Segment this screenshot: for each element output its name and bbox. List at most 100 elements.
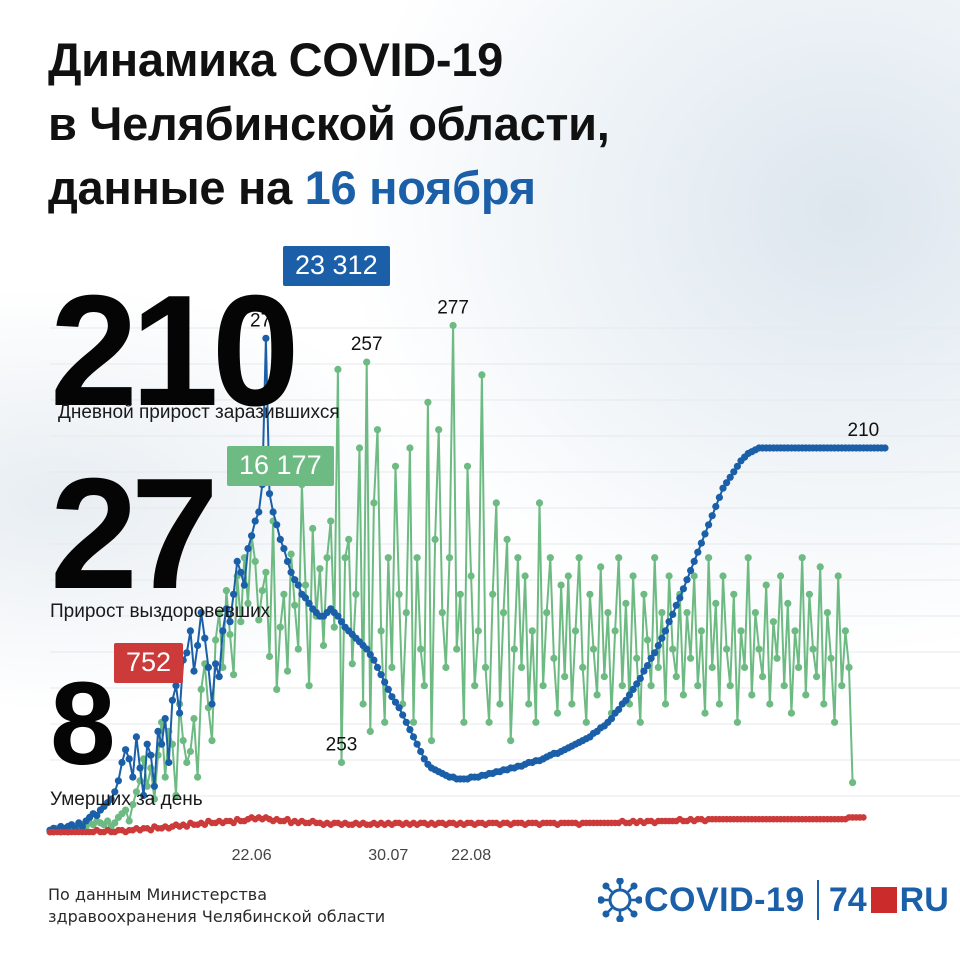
infected-data-point — [129, 773, 137, 781]
recovered-data-point — [564, 572, 572, 580]
recovered-data-point — [777, 572, 785, 580]
logo-74: 74 — [828, 880, 867, 919]
recovered-data-point — [442, 663, 450, 672]
recovered-data-point — [579, 663, 587, 672]
recovered-data-point — [222, 587, 230, 595]
recovered-data-point — [255, 616, 263, 624]
deaths-label: Умерших за день — [50, 789, 203, 810]
recovered-data-point — [111, 819, 119, 827]
infected-data-point — [370, 656, 378, 664]
deaths-total-badge: 752 — [114, 643, 184, 683]
infected-data-point — [723, 479, 731, 487]
infected-data-point — [683, 576, 691, 584]
recovered-data-point — [575, 554, 583, 562]
infected-data-point — [114, 777, 122, 785]
recovered-data-point — [629, 572, 637, 580]
infected-data-point — [399, 711, 407, 719]
recovered-data-point — [265, 652, 274, 661]
recovered-data-point — [132, 788, 140, 796]
infected-data-point — [669, 610, 677, 619]
recovered-data-point — [658, 609, 666, 617]
infected-data-point — [226, 618, 234, 626]
infected-annotation: 210 — [848, 420, 880, 441]
recovered-data-point — [496, 700, 504, 708]
infected-data-point — [197, 609, 205, 617]
recovered-data-point — [348, 660, 356, 668]
recovered-data-point — [589, 645, 598, 653]
infected-data-point — [122, 746, 130, 754]
infected-data-point — [705, 521, 713, 529]
infected-data-point — [233, 557, 241, 566]
infected-data-point — [132, 733, 140, 741]
recovered-data-point — [388, 663, 396, 672]
recovered-data-point — [553, 709, 562, 717]
recovered-data-point — [561, 673, 569, 681]
infected-data-point — [701, 530, 709, 538]
recovered-data-point — [769, 618, 778, 626]
recovered-data-point — [391, 462, 400, 470]
infected-data-point — [679, 585, 688, 593]
infected-data-point — [377, 671, 385, 679]
recovered-data-point — [183, 758, 191, 767]
recovered-data-point — [755, 645, 763, 653]
recovered-data-point — [143, 782, 151, 790]
recovered-data-point — [622, 599, 630, 608]
recovered-data-point — [733, 718, 742, 726]
recovered-series-line — [50, 324, 854, 833]
recovered-data-point — [186, 747, 194, 756]
infected-data-point — [150, 782, 158, 790]
infected-data-point — [143, 740, 151, 748]
recovered-data-point — [597, 563, 605, 571]
recovered-data-point — [780, 682, 788, 690]
recovered-data-point — [212, 636, 220, 644]
source-line-1: По данным Министерства — [48, 885, 268, 904]
recovered-data-point — [424, 398, 432, 406]
recovered-data-point — [373, 426, 382, 434]
recovered-daily-value: 27 — [50, 446, 219, 622]
recovered-data-point — [539, 682, 547, 690]
recovered-data-point — [370, 499, 378, 507]
recovered-data-point — [762, 581, 770, 589]
recovered-data-point — [841, 627, 850, 635]
recovered-data-point — [395, 590, 403, 598]
recovered-data-point — [489, 590, 497, 598]
recovered-data-point — [341, 554, 349, 562]
recovered-data-point — [827, 654, 835, 662]
recovered-data-point — [845, 663, 853, 672]
infected-data-point — [697, 539, 706, 547]
recovered-data-point — [377, 627, 385, 635]
infected-data-point — [726, 473, 734, 481]
x-tick-label: 22.08 — [451, 847, 491, 864]
recovered-data-point — [838, 682, 846, 690]
recovered-data-point — [507, 737, 515, 745]
recovered-data-point — [550, 654, 558, 662]
recovered-annotation: 257 — [351, 334, 383, 355]
infected-data-point — [730, 468, 738, 476]
infected-data-point — [161, 715, 169, 723]
recovered-data-point — [503, 535, 511, 544]
infected-data-point — [194, 641, 202, 650]
recovered-data-point — [712, 599, 720, 608]
recovered-data-point — [820, 700, 828, 708]
infected-data-point — [204, 663, 212, 672]
virus-icon — [598, 878, 642, 922]
recovered-data-point — [481, 663, 490, 672]
infected-data-point — [93, 811, 101, 820]
recovered-data-point — [319, 641, 328, 650]
recovered-data-point — [593, 691, 601, 699]
logo-covid: COVID-19 — [644, 880, 805, 919]
recovered-data-point — [795, 663, 803, 672]
recovered-data-point — [802, 691, 810, 699]
recovered-data-point — [305, 682, 313, 690]
recovered-data-point — [543, 609, 551, 617]
infected-data-point — [337, 618, 346, 626]
infected-data-point — [147, 751, 155, 759]
recovered-data-point — [355, 444, 364, 452]
recovered-data-point — [654, 663, 662, 672]
recovered-data-point — [280, 590, 288, 598]
logo-red-square — [870, 887, 897, 913]
infected-data-point — [388, 693, 396, 701]
recovered-data-point — [226, 630, 234, 639]
recovered-data-point — [834, 572, 842, 580]
deaths-data-point — [860, 814, 867, 821]
